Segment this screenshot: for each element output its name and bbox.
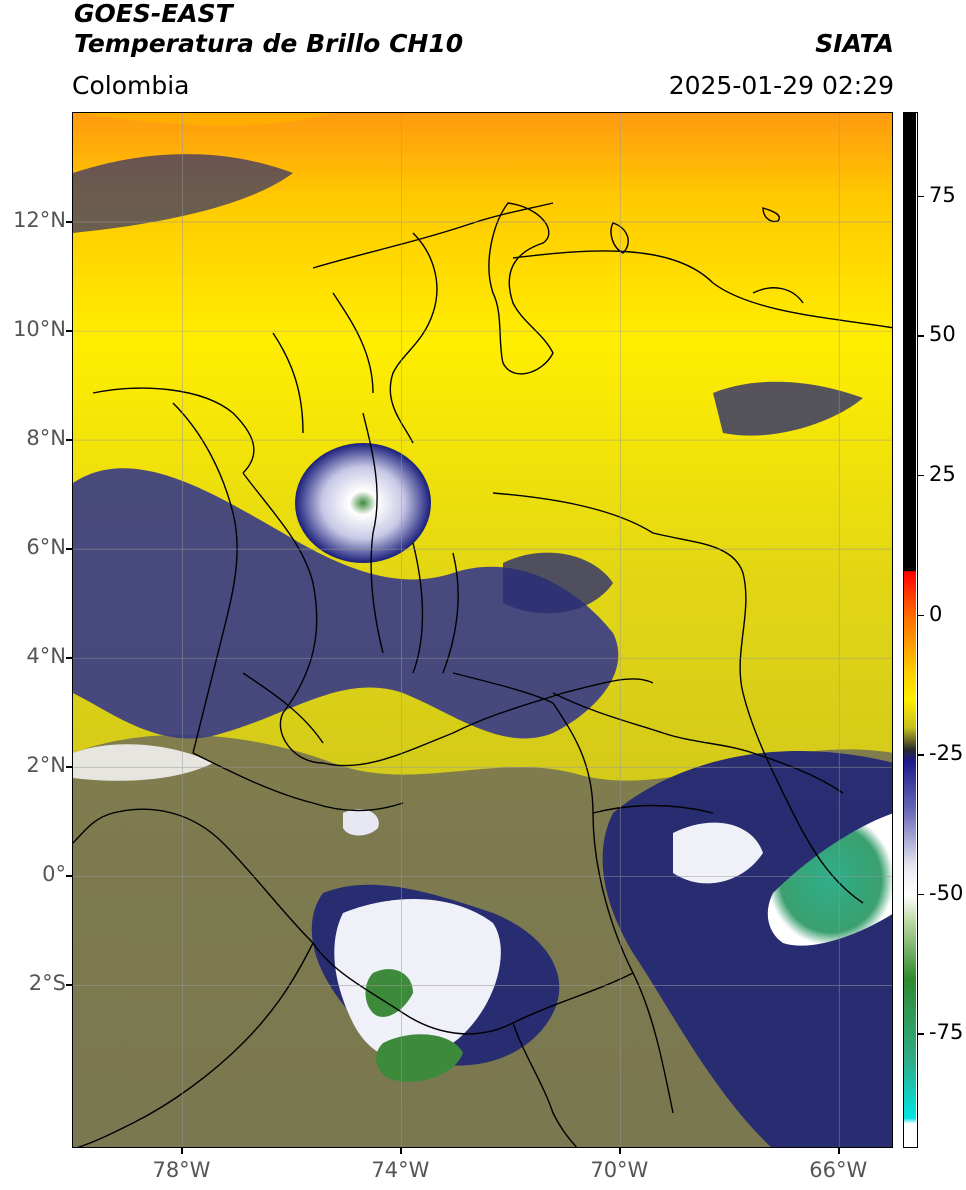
convective-cores <box>295 443 892 1082</box>
temperature-colorbar <box>903 112 918 1148</box>
lat-tick-label: 6°N <box>26 535 66 560</box>
gridlines <box>73 113 892 1147</box>
colorbar-tick-label: 25 <box>929 461 956 486</box>
lat-tick-label: 0° <box>42 862 66 887</box>
lat-tick-mark <box>66 221 72 223</box>
colorbar-tick-label: 0 <box>929 601 943 626</box>
region-label: Colombia <box>72 71 190 100</box>
lon-tick-label: 66°W <box>809 1158 868 1182</box>
lon-tick-label: 78°W <box>152 1158 211 1182</box>
colorbar-tick-mark <box>918 474 924 477</box>
colorbar-tick-mark <box>918 1033 924 1035</box>
colorbar-tick-mark <box>918 754 924 756</box>
colorbar-tick-mark <box>918 893 924 896</box>
colorbar-tick-label: -75 <box>929 1020 964 1045</box>
brightness-temperature-field <box>73 113 892 1147</box>
lat-tick-mark <box>66 766 72 768</box>
lat-tick-mark <box>66 548 72 550</box>
lat-tick-mark <box>66 330 72 332</box>
colorbar-tick-mark <box>918 335 924 337</box>
agency-label: SIATA <box>815 29 894 58</box>
colorbar-tick-label: 75 <box>929 182 956 207</box>
colorbar-gradient <box>904 113 916 1146</box>
product-title: Temperatura de Brillo CH10 <box>74 29 464 58</box>
satellite-map[interactable] <box>72 112 893 1148</box>
datetime-label: 2025-01-29 02:29 <box>668 71 894 100</box>
lat-tick-label: 10°N <box>13 317 66 342</box>
satellite-title: GOES-EAST <box>74 0 233 28</box>
lat-tick-mark <box>66 984 72 986</box>
lon-tick-label: 70°W <box>590 1158 649 1182</box>
country-borders <box>73 202 892 1147</box>
lon-tick-mark <box>838 1148 840 1154</box>
lat-tick-mark <box>66 875 72 877</box>
lat-tick-label: 2°S <box>28 971 66 996</box>
colorbar-fill <box>904 113 916 1146</box>
lat-tick-label: 12°N <box>13 208 66 233</box>
lat-tick-mark <box>66 657 72 659</box>
colorbar-tick-label: -50 <box>929 880 964 905</box>
lat-tick-label: 8°N <box>26 426 66 451</box>
colorbar-tick-mark <box>918 195 924 198</box>
lat-tick-mark <box>66 439 72 441</box>
lon-tick-mark <box>619 1148 621 1154</box>
lon-tick-mark <box>181 1148 183 1154</box>
colorbar-tick-label: 50 <box>929 322 956 347</box>
colorbar-tick-label: -25 <box>929 741 964 766</box>
lon-tick-label: 74°W <box>371 1158 430 1182</box>
lat-tick-label: 4°N <box>26 644 66 669</box>
lon-tick-mark <box>400 1148 402 1154</box>
colorbar-tick-mark <box>918 614 924 617</box>
lat-tick-label: 2°N <box>26 753 66 778</box>
